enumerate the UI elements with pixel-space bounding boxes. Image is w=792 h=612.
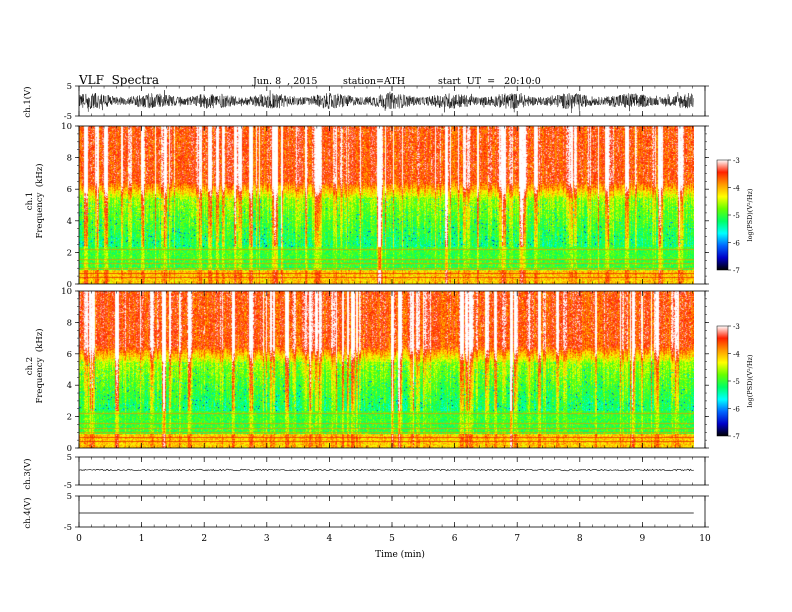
y-tick-label: 0 — [67, 444, 72, 454]
ch1-spectrogram-panel — [79, 126, 694, 284]
x-tick-label: 7 — [514, 534, 520, 544]
y-tick-label: 6 — [67, 350, 72, 360]
start-time-label: start UT = 20:10:0 — [438, 76, 541, 87]
x-tick-label: 1 — [139, 534, 145, 544]
ch3-waveform-line — [78, 468, 694, 472]
y-tick-label: 8 — [67, 318, 72, 328]
x-tick-label: 3 — [264, 534, 270, 544]
x-tick-label: 10 — [699, 534, 711, 544]
y-tick-label: 5 — [67, 492, 72, 502]
ch2-spectrogram-panel — [79, 291, 694, 448]
y-tick-label: -5 — [64, 523, 72, 533]
chart-title: VLF Spectra — [79, 73, 160, 87]
ch4-wave-ylabel: ch.4(V) — [23, 497, 33, 529]
colorbar-tick-label: -7 — [733, 267, 740, 275]
colorbars: -3 -4 -5 -6 -7 log(PSD)(V²/Hz) -3 -4 -5 -6 -7 log(P… — [716, 157, 754, 441]
x-tick-label: 6 — [452, 534, 458, 544]
colorbar-tick-label: -4 — [733, 351, 740, 359]
y-tick-label: 5 — [67, 453, 72, 463]
y-tick-label: -5 — [64, 112, 72, 122]
ch1-spec-ylabel: ch.1 Frequency (kHz) — [25, 163, 45, 239]
colorbar-tick-label: -7 — [733, 433, 740, 441]
colorbar-tick-label: -6 — [733, 240, 740, 248]
colorbar-label: log(PSD)(V²/Hz) — [746, 354, 754, 407]
spectrogram-image — [79, 291, 694, 448]
x-tick-label: 9 — [640, 534, 646, 544]
x-tick-label: 8 — [577, 534, 583, 544]
y-tick-label: 5 — [67, 82, 72, 92]
x-tick-label: 2 — [201, 534, 207, 544]
colorbar-tick-label: -5 — [733, 212, 740, 220]
colorbar-tick-label: -3 — [733, 157, 740, 165]
ch1-waveform-panel — [78, 90, 694, 114]
y-tick-label: 2 — [67, 413, 72, 423]
y-tick-label: -5 — [64, 481, 72, 491]
ch1-waveform-line — [78, 90, 694, 114]
y-tick-label: 10 — [61, 287, 72, 297]
y-tick-label: 4 — [67, 381, 72, 391]
station-label: station=ATH — [343, 76, 405, 87]
y-tick-label: 8 — [67, 154, 72, 164]
colorbar-label: log(PSD)(V²/Hz) — [746, 188, 754, 241]
y-tick-label: 4 — [67, 217, 72, 227]
colorbar — [716, 159, 729, 271]
ch1-wave-ylabel: ch.1(V) — [23, 86, 33, 118]
y-tick-label: 2 — [67, 248, 72, 258]
colorbar — [716, 325, 729, 437]
date-label: Jun. 8 , 2015 — [253, 76, 318, 87]
ch2-spec-ylabel: ch.2 Frequency (kHz) — [25, 328, 45, 404]
spectrogram-image — [79, 126, 694, 284]
x-tick-label: 5 — [389, 534, 395, 544]
colorbar-tick-label: -5 — [733, 378, 740, 386]
y-tick-label: 6 — [67, 185, 72, 195]
colorbar-tick-label: -6 — [733, 406, 740, 414]
y-tick-label: 10 — [61, 122, 72, 132]
x-axis-label: Time (min) — [375, 549, 425, 560]
x-tick-label: 4 — [327, 534, 333, 544]
colorbar-tick-label: -3 — [733, 323, 740, 331]
x-tick-label: 0 — [76, 534, 82, 544]
ch3-waveform-panel — [78, 468, 694, 472]
colorbar-tick-label: -4 — [733, 185, 740, 193]
y-tick-label: 0 — [67, 280, 72, 290]
